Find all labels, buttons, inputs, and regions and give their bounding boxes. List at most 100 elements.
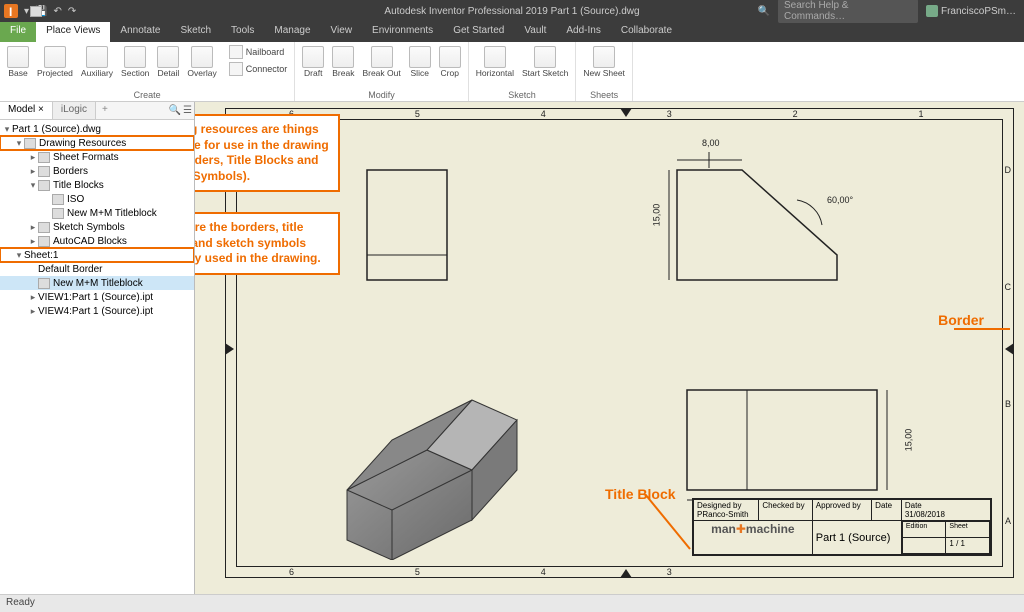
view-side[interactable] (647, 140, 877, 300)
browser-tab-add[interactable]: + (96, 102, 114, 119)
tab-sketch[interactable]: Sketch (170, 22, 221, 42)
base-button[interactable]: Base (4, 44, 32, 80)
start-sketch-button[interactable]: Start Sketch (519, 44, 571, 80)
nailboard-button[interactable]: Nailboard (226, 44, 291, 60)
zone-r-b: B (1005, 399, 1011, 409)
tab-view[interactable]: View (321, 22, 363, 42)
nailboard-label: Nailboard (246, 47, 285, 57)
draft-button[interactable]: Draft (299, 44, 327, 80)
projected-button[interactable]: Projected (34, 44, 76, 80)
menu-tabs: File Place Views Annotate Sketch Tools M… (0, 22, 1024, 42)
tb-designed-label: Designed by (697, 501, 741, 510)
start-sketch-label: Start Sketch (522, 69, 568, 78)
draft-label: Draft (304, 69, 322, 78)
connector-button[interactable]: Connector (226, 61, 291, 77)
zone-top-1: 1 (919, 109, 924, 119)
callout-border-label: Border (938, 312, 984, 328)
zone-bot-4: 4 (541, 567, 546, 577)
arrow-right-icon (1005, 343, 1014, 355)
tab-tools[interactable]: Tools (221, 22, 264, 42)
browser-tab-model-label: Model (8, 104, 35, 115)
tree-borders[interactable]: ▸Borders (0, 164, 194, 178)
user-menu[interactable]: FranciscoPSm… (926, 5, 1016, 17)
tree-drawing-resources-label: Drawing Resources (39, 138, 126, 149)
tab-manage[interactable]: Manage (264, 22, 320, 42)
tree-root-label: Part 1 (Source).dwg (12, 124, 101, 135)
tab-place-views[interactable]: Place Views (36, 22, 110, 42)
crop-label: Crop (441, 69, 459, 78)
projected-label: Projected (37, 69, 73, 78)
browser-tree: ▾Part 1 (Source).dwg ▾Drawing Resources … (0, 120, 194, 594)
tree-title-blocks[interactable]: ▾Title Blocks (0, 178, 194, 192)
tree-sketch-symbols-label: Sketch Symbols (53, 222, 125, 233)
zone-top-2: 2 (793, 109, 798, 119)
detail-button[interactable]: Detail (154, 44, 182, 80)
tree-drawing-resources[interactable]: ▾Drawing Resources (0, 136, 194, 150)
tree-view1[interactable]: ▸VIEW1:Part 1 (Source).ipt (0, 290, 194, 304)
break-button[interactable]: Break (329, 44, 357, 80)
tree-new-mm-titleblock-sheet-label: New M+M Titleblock (53, 278, 143, 289)
view-iso[interactable] (307, 370, 567, 560)
arrow-bottom-icon (620, 569, 632, 578)
slice-label: Slice (411, 69, 429, 78)
view-front[interactable] (357, 160, 467, 290)
tab-addins[interactable]: Add-Ins (556, 22, 610, 42)
zone-r-c: C (1005, 282, 1012, 292)
tree-sheet-formats[interactable]: ▸Sheet Formats (0, 150, 194, 164)
browser-filter-icon[interactable]: ☰ (183, 105, 192, 116)
auxiliary-button[interactable]: Auxiliary (78, 44, 116, 80)
browser-tab-model[interactable]: Model × (0, 102, 53, 119)
tree-sheet-formats-label: Sheet Formats (53, 152, 119, 163)
tree-new-mm-titleblock-res[interactable]: New M+M Titleblock (0, 206, 194, 220)
crop-button[interactable]: Crop (436, 44, 464, 80)
zone-top-3: 3 (667, 109, 672, 119)
connector-label: Connector (246, 64, 288, 74)
browser-tab-ilogic[interactable]: iLogic (53, 102, 96, 119)
tree-iso-label: ISO (67, 194, 84, 205)
tab-vault[interactable]: Vault (514, 22, 556, 42)
qat-redo-icon[interactable]: ↷ (68, 6, 76, 17)
tab-get-started[interactable]: Get Started (443, 22, 514, 42)
tab-environments[interactable]: Environments (362, 22, 443, 42)
search-input[interactable]: Search Help & Commands… (778, 0, 918, 23)
tab-annotate[interactable]: Annotate (110, 22, 170, 42)
tree-default-border[interactable]: Default Border (0, 262, 194, 276)
drawing-canvas[interactable]: Drawing resources are things available f… (195, 102, 1024, 594)
section-button[interactable]: Section (118, 44, 152, 80)
callout-titleblock-label: Title Block (605, 486, 676, 502)
tree-sketch-symbols[interactable]: ▸Sketch Symbols (0, 220, 194, 234)
detail-label: Detail (158, 69, 180, 78)
tree-view1-label: VIEW1:Part 1 (Source).ipt (38, 292, 153, 303)
overlay-button[interactable]: Overlay (184, 44, 219, 80)
tab-collaborate[interactable]: Collaborate (611, 22, 682, 42)
tab-file[interactable]: File (0, 22, 36, 42)
tree-iso[interactable]: ISO (0, 192, 194, 206)
group-sheets-label: Sheets (580, 89, 628, 101)
horizontal-button[interactable]: Horizontal (473, 44, 517, 80)
slice-button[interactable]: Slice (406, 44, 434, 80)
search-icon: 🔍 (758, 6, 770, 17)
tree-new-mm-titleblock-sheet[interactable]: New M+M Titleblock (0, 276, 194, 290)
tree-autocad-blocks[interactable]: ▸AutoCAD Blocks (0, 234, 194, 248)
qat-open-icon[interactable]: ▾ (24, 6, 29, 17)
dim-15a: 15,00 (651, 204, 661, 227)
tb-checked-label: Checked by (759, 500, 812, 521)
tree-root[interactable]: ▾Part 1 (Source).dwg (0, 122, 194, 136)
ribbon-group-create: Base Projected Auxiliary Section Detail … (0, 42, 295, 101)
tree-title-blocks-label: Title Blocks (53, 180, 104, 191)
zone-r-d: D (1005, 165, 1012, 175)
tree-sheet1[interactable]: ▾Sheet:1 (0, 248, 194, 262)
new-sheet-button[interactable]: New Sheet (580, 44, 628, 80)
title-block[interactable]: Designed byPRanco-Smith Checked by Appro… (692, 498, 992, 556)
browser-search-icon[interactable]: 🔍 (169, 105, 181, 116)
tree-sheet1-label: Sheet:1 (24, 250, 58, 261)
breakout-button[interactable]: Break Out (359, 44, 403, 80)
qat-undo-icon[interactable]: ↶ (53, 6, 61, 17)
section-label: Section (121, 69, 149, 78)
app-logo-icon[interactable] (4, 4, 18, 18)
model-browser: Model × iLogic + 🔍☰ ▾Part 1 (Source).dwg… (0, 102, 195, 594)
base-label: Base (8, 69, 27, 78)
tb-date-label: Date (872, 500, 902, 521)
arrow-left-icon (225, 343, 234, 355)
tree-view4[interactable]: ▸VIEW4:Part 1 (Source).ipt (0, 304, 194, 318)
